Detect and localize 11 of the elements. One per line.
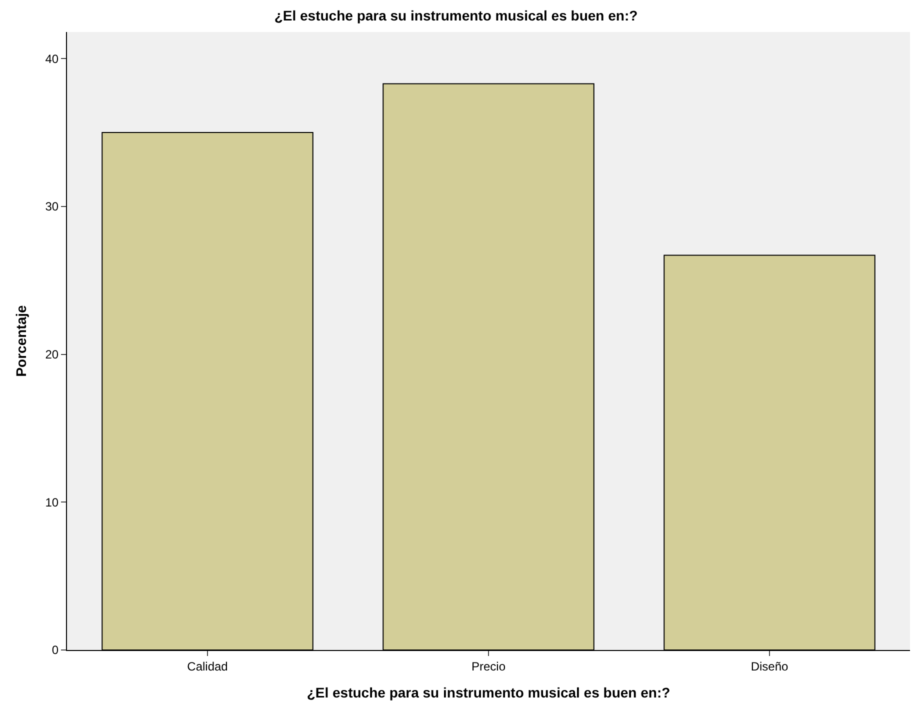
y-tick-label: 40	[45, 52, 59, 66]
x-tick-label: Precio	[471, 659, 506, 674]
y-axis-title: Porcentaje	[12, 304, 29, 377]
y-tick-label: 20	[45, 348, 59, 362]
x-tick-label: Calidad	[187, 659, 228, 674]
x-tick-label: Diseño	[750, 659, 788, 674]
y-tick-label: 10	[45, 495, 59, 510]
x-axis-title: ¿El estuche para su instrumento musical es buen en:?	[306, 684, 670, 701]
y-tick-label: 0	[52, 643, 59, 658]
y-tick-label: 30	[45, 200, 59, 214]
chart-title: ¿El estuche para su instrumento musical es buen en:?	[274, 8, 638, 24]
